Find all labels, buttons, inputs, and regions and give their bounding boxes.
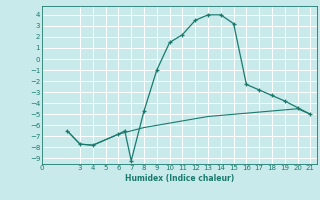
X-axis label: Humidex (Indice chaleur): Humidex (Indice chaleur) bbox=[124, 174, 234, 183]
